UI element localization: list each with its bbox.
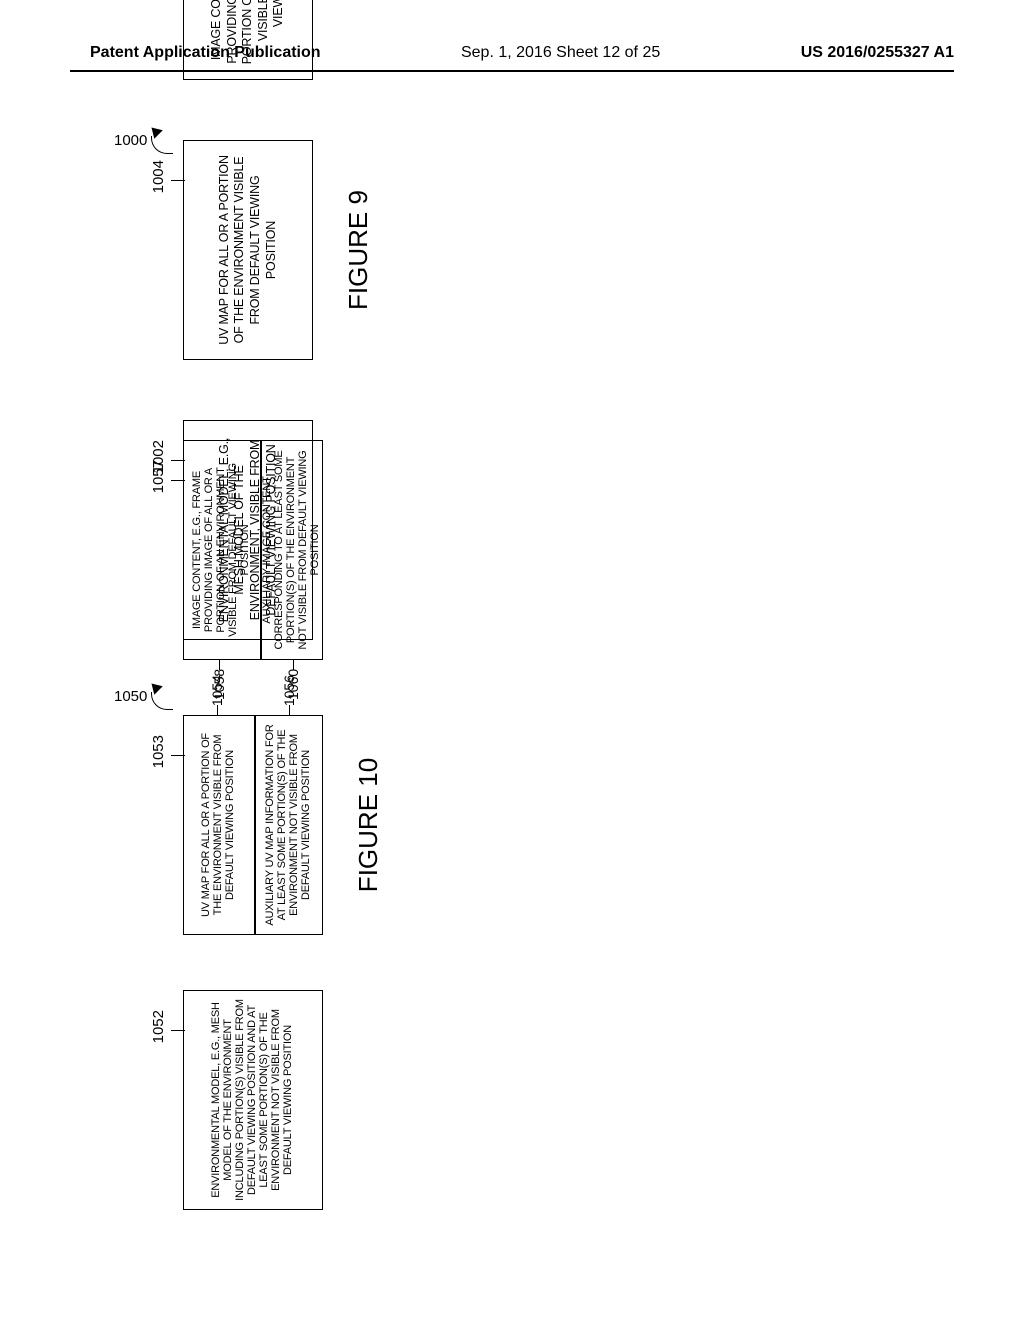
ref-connector — [217, 705, 218, 715]
box-text: UV MAP FOR ALL OR A PORTION OF THE ENVIR… — [201, 722, 237, 928]
box-text: UV MAP FOR ALL OR A PORTION OF THE ENVIR… — [217, 151, 280, 349]
ref-connector — [293, 660, 294, 670]
box-text: AUXILIARY IMAGE CONTENT CORRESPONDING TO… — [262, 447, 321, 653]
box-text: AUXILIARY UV MAP INFORMATION FOR AT LEAS… — [265, 722, 313, 928]
box-1006-col: 1006 IMAGE CONTENT, E.G., FRAME PROVIDIN… — [150, 0, 313, 80]
box-1057-stack: 1058 IMAGE CONTENT, E.G., FRAME PROVIDIN… — [183, 440, 323, 660]
box-1004: UV MAP FOR ALL OR A PORTION OF THE ENVIR… — [183, 140, 313, 360]
box-1060: AUXILIARY IMAGE CONTENT CORRESPONDING TO… — [261, 440, 323, 660]
box-1052: ENVIRONMENTAL MODEL, E.G., MESH MODEL OF… — [183, 990, 323, 1210]
box-text: ENVIRONMENTAL MODEL, E.G., MESH MODEL OF… — [211, 997, 294, 1203]
box-1053-col: 1053 1054 UV MAP FOR ALL OR A PORTION OF… — [150, 715, 323, 935]
figure-10-row: 1052 ENVIRONMENTAL MODEL, E.G., MESH MOD… — [150, 440, 323, 1210]
figure-10-caption: FIGURE 10 — [353, 440, 384, 1210]
box-text: IMAGE CONTENT, E.G., FRAME PROVIDING IMA… — [192, 447, 251, 653]
ref-label: 1060 — [285, 669, 301, 700]
box-1054: UV MAP FOR ALL OR A PORTION OF THE ENVIR… — [183, 715, 255, 935]
ref-label: 1057 — [150, 460, 167, 493]
ref-label: 1052 — [150, 1010, 167, 1043]
ref-label: 1050 — [114, 688, 147, 705]
ref-label: 1058 — [211, 669, 227, 700]
figure-area: 1000 1002 ENVIRONMENTAL MODEL, E.G., MES… — [70, 130, 950, 1230]
box-1056: AUXILIARY UV MAP INFORMATION FOR AT LEAS… — [255, 715, 323, 935]
ref-label: 1000 — [114, 132, 147, 149]
ref-connector — [219, 660, 220, 670]
header-center: Sep. 1, 2016 Sheet 12 of 25 — [461, 44, 660, 62]
box-1057-col: 1057 1058 IMAGE CONTENT, E.G., FRAME PRO… — [150, 440, 323, 660]
ref-label: 1053 — [150, 735, 167, 768]
box-1004-col: 1004 UV MAP FOR ALL OR A PORTION OF THE … — [150, 140, 313, 360]
box-text: IMAGE CONTENT, E.G., FRAME PROVIDING IMA… — [209, 0, 287, 69]
header-right: US 2016/0255327 A1 — [801, 44, 954, 62]
ref-connector — [289, 705, 290, 715]
ref-label: 1004 — [150, 160, 167, 193]
figure-10: 1052 ENVIRONMENTAL MODEL, E.G., MESH MOD… — [150, 440, 384, 1210]
box-1052-col: 1052 ENVIRONMENTAL MODEL, E.G., MESH MOD… — [150, 990, 323, 1210]
box-1058: IMAGE CONTENT, E.G., FRAME PROVIDING IMA… — [183, 440, 261, 660]
box-1006: IMAGE CONTENT, E.G., FRAME PROVIDING IMA… — [183, 0, 313, 80]
box-1053-stack: 1054 UV MAP FOR ALL OR A PORTION OF THE … — [183, 715, 323, 935]
